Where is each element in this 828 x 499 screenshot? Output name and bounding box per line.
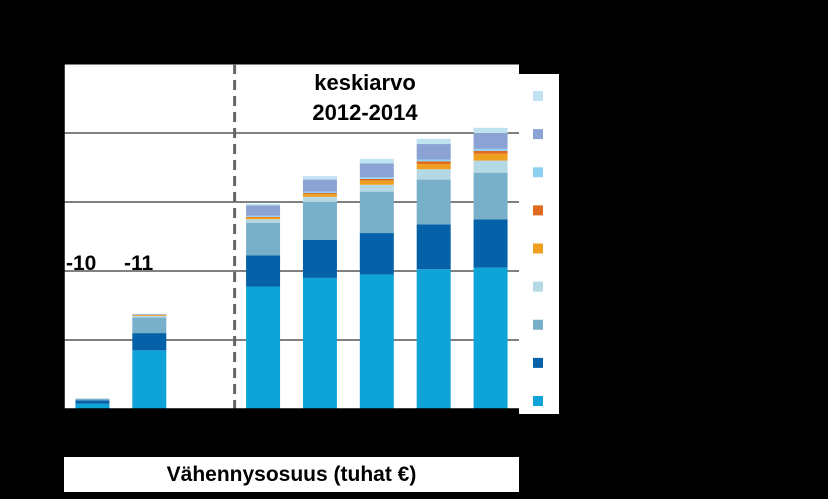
bar-segment [473, 127, 508, 134]
bar-segment [246, 222, 281, 256]
bar-segment [75, 400, 110, 404]
bar-segment [132, 314, 167, 315]
bar-segment [359, 180, 394, 185]
bar-segment [416, 169, 451, 180]
legend-swatch [533, 205, 543, 216]
bar-segment [75, 398, 110, 401]
bar-segment [246, 215, 281, 217]
bar-segment [246, 286, 281, 409]
bar-segment [359, 274, 394, 409]
bar-segment [246, 217, 281, 220]
bar-segment [473, 133, 508, 149]
bar-segment [359, 233, 394, 275]
bar-segment [473, 160, 508, 173]
bar-segment [359, 158, 394, 164]
group-annotation-line1: keskiarvo [314, 70, 416, 95]
bar-segment [246, 219, 281, 223]
bar-segment [132, 333, 167, 351]
bar-segment [416, 138, 451, 145]
legend-swatch [533, 396, 543, 406]
bar-segment [302, 277, 337, 409]
bar-segment [416, 179, 451, 225]
legend [519, 74, 559, 414]
bar-segment [246, 255, 281, 287]
axes [58, 63, 520, 415]
bar-segment [473, 172, 508, 220]
bar-segment [75, 403, 110, 409]
bar-segment [246, 203, 281, 206]
bar-segment [473, 148, 508, 151]
bar-annotation-2011: -11 [124, 252, 154, 275]
bar-segment [132, 317, 167, 334]
bars [75, 127, 508, 409]
legend-swatch [533, 167, 543, 178]
bar-segment [302, 202, 337, 240]
bar-segment [416, 269, 451, 409]
bar-segment [302, 239, 337, 278]
bar-segment [132, 350, 167, 409]
bar-segment [473, 219, 508, 268]
bar-segment [473, 267, 508, 409]
bar-segment [246, 205, 281, 216]
group-annotation-line2: 2012-2014 [312, 100, 418, 125]
bar-segment [359, 191, 394, 234]
bar-segment [302, 194, 337, 197]
bar-segment [416, 144, 451, 160]
bar-segment [302, 196, 337, 202]
bar-segment [302, 191, 337, 194]
bar-segment [473, 150, 508, 154]
bar-annotation-2010: -10 [66, 252, 97, 275]
bar-segment [302, 179, 337, 192]
legend-swatch [533, 357, 543, 368]
bar-segment [132, 315, 167, 318]
bar-segment [416, 164, 451, 170]
bar-segment [416, 224, 451, 270]
bar-segment [359, 177, 394, 179]
bar-segment [246, 216, 281, 218]
bar-segment [359, 184, 394, 192]
legend-swatch [533, 281, 543, 292]
bar-segment [416, 161, 451, 165]
x-axis-label: Vähennysosuus (tuhat €) [64, 457, 519, 492]
bar-segment [359, 178, 394, 181]
legend-swatch [533, 243, 543, 254]
bar-segment [302, 193, 337, 195]
bar-segment [359, 163, 394, 178]
plot-area [64, 64, 519, 409]
bar-segment [132, 314, 167, 316]
bar-segment [302, 176, 337, 180]
legend-swatch [533, 319, 543, 330]
legend-swatch [533, 129, 543, 140]
bar-segment [416, 159, 451, 162]
bar-segment [473, 153, 508, 161]
legend-swatch [533, 91, 543, 101]
